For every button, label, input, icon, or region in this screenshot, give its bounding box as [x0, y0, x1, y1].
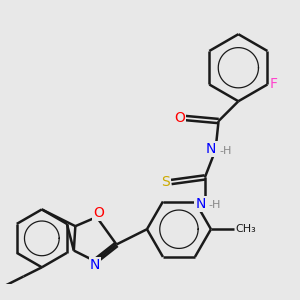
Text: S: S	[161, 175, 170, 189]
Text: F: F	[270, 77, 278, 92]
Text: -H: -H	[219, 146, 232, 156]
Text: -H: -H	[208, 200, 221, 211]
Text: N: N	[195, 196, 206, 211]
Text: CH₃: CH₃	[235, 224, 256, 234]
Text: N: N	[206, 142, 216, 156]
Text: N: N	[90, 258, 100, 272]
Text: O: O	[174, 111, 185, 125]
Text: O: O	[93, 206, 104, 220]
